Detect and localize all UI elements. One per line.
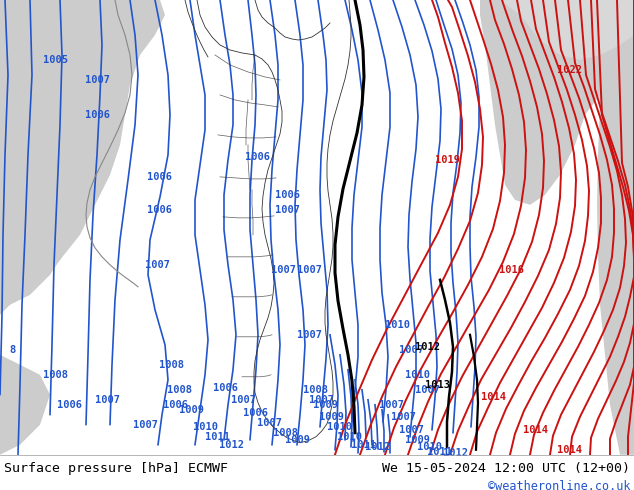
Text: 1007: 1007 bbox=[392, 412, 417, 422]
Polygon shape bbox=[0, 0, 120, 175]
Text: 1007: 1007 bbox=[257, 418, 283, 428]
Text: 1005: 1005 bbox=[42, 55, 67, 65]
Text: 1012: 1012 bbox=[443, 448, 467, 458]
Polygon shape bbox=[480, 0, 634, 205]
Text: 1007: 1007 bbox=[276, 205, 301, 215]
Text: 1010: 1010 bbox=[337, 432, 363, 441]
Text: 1010: 1010 bbox=[193, 422, 217, 432]
Text: Surface pressure [hPa] ECMWF: Surface pressure [hPa] ECMWF bbox=[4, 462, 228, 475]
Text: 1007: 1007 bbox=[297, 330, 323, 340]
Text: We 15-05-2024 12:00 UTC (12+00): We 15-05-2024 12:00 UTC (12+00) bbox=[382, 462, 630, 475]
Text: 1008: 1008 bbox=[42, 370, 67, 380]
Text: 1009: 1009 bbox=[320, 412, 344, 422]
Text: 1007: 1007 bbox=[399, 345, 425, 355]
Text: 1008: 1008 bbox=[167, 385, 193, 395]
Text: 1010: 1010 bbox=[385, 320, 410, 330]
Text: 1011: 1011 bbox=[205, 432, 231, 441]
Text: 1009: 1009 bbox=[179, 405, 205, 415]
Polygon shape bbox=[0, 355, 50, 455]
Text: 1007: 1007 bbox=[297, 265, 323, 275]
Text: ©weatheronline.co.uk: ©weatheronline.co.uk bbox=[488, 480, 630, 490]
Text: 1007: 1007 bbox=[133, 420, 157, 430]
Text: 1012: 1012 bbox=[415, 342, 439, 352]
Text: 1012: 1012 bbox=[219, 440, 245, 450]
Text: 1007: 1007 bbox=[415, 385, 441, 395]
Text: 1008: 1008 bbox=[273, 428, 297, 438]
Text: 1007: 1007 bbox=[399, 425, 425, 435]
Text: 1009: 1009 bbox=[313, 400, 337, 410]
Text: 1007: 1007 bbox=[231, 395, 256, 405]
Text: 1006: 1006 bbox=[245, 152, 271, 162]
Polygon shape bbox=[0, 0, 120, 255]
Text: 1014: 1014 bbox=[557, 445, 583, 455]
Text: 1007: 1007 bbox=[145, 260, 171, 270]
Text: 1008: 1008 bbox=[160, 360, 184, 370]
Text: 1011: 1011 bbox=[427, 447, 453, 457]
Text: 1006: 1006 bbox=[275, 190, 299, 200]
Text: 1006: 1006 bbox=[148, 172, 172, 182]
Text: 1012: 1012 bbox=[365, 441, 391, 452]
Text: 1010: 1010 bbox=[406, 370, 430, 380]
Text: 1008: 1008 bbox=[302, 385, 328, 395]
Text: 1006: 1006 bbox=[58, 400, 82, 410]
Text: 1006: 1006 bbox=[212, 383, 238, 393]
Text: 1006: 1006 bbox=[148, 205, 172, 215]
Text: 1007: 1007 bbox=[380, 400, 404, 410]
Text: 1007: 1007 bbox=[84, 75, 110, 85]
Text: 1007: 1007 bbox=[271, 265, 297, 275]
Polygon shape bbox=[590, 0, 634, 455]
Polygon shape bbox=[0, 0, 130, 315]
Text: 1022: 1022 bbox=[557, 65, 583, 75]
Text: 1011: 1011 bbox=[351, 440, 375, 450]
Text: 1007: 1007 bbox=[309, 395, 335, 405]
Text: 1019: 1019 bbox=[436, 155, 460, 165]
Text: 8: 8 bbox=[9, 345, 15, 355]
Text: 1010: 1010 bbox=[418, 441, 443, 452]
Text: 1006: 1006 bbox=[86, 110, 110, 120]
Text: 1006: 1006 bbox=[162, 400, 188, 410]
Text: 1009: 1009 bbox=[406, 435, 430, 445]
Text: 1009: 1009 bbox=[285, 435, 311, 445]
Text: 1016: 1016 bbox=[500, 265, 524, 275]
Text: 1014: 1014 bbox=[522, 425, 548, 435]
Polygon shape bbox=[500, 0, 634, 60]
Text: 1014: 1014 bbox=[481, 392, 507, 402]
Text: 1013: 1013 bbox=[425, 380, 451, 390]
Polygon shape bbox=[0, 0, 165, 300]
Text: 1010: 1010 bbox=[328, 422, 353, 432]
Text: 1006: 1006 bbox=[242, 408, 268, 418]
Text: 1007: 1007 bbox=[96, 395, 120, 405]
